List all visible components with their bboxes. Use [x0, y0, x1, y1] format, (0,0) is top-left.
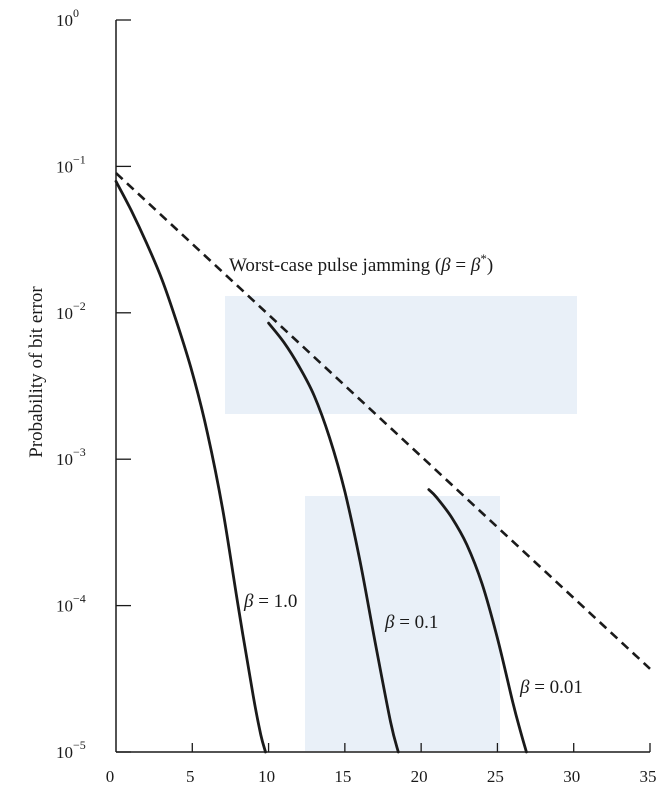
series-beta-1-0: [114, 180, 267, 754]
x-tick-label: 10: [258, 767, 275, 786]
y-tick-label: 10−2: [56, 299, 86, 323]
background-patch-upper: [225, 296, 577, 414]
series-beta-0-01: [427, 488, 528, 754]
y-tick-label: 10−5: [56, 738, 86, 762]
x-tick-label: 25: [487, 767, 504, 786]
label-worst-case: Worst-case pulse jamming (β = β*): [229, 251, 493, 276]
x-tick-label: 0: [106, 767, 115, 786]
label-beta-0-01: β = 0.01: [519, 677, 583, 698]
y-ticks: 100 10−1 10−2 10−3 10−4 10−5: [56, 6, 131, 762]
x-tick-label: 35: [640, 767, 657, 786]
y-tick-label: 10−1: [56, 152, 86, 176]
x-ticks: 0 5 10 15 20 25 30 35: [106, 743, 657, 786]
x-tick-label: 30: [563, 767, 580, 786]
x-tick-label: 15: [334, 767, 351, 786]
x-tick-label: 5: [186, 767, 195, 786]
axes: [115, 20, 650, 753]
y-axis-label: Probability of bit error: [26, 286, 47, 458]
y-tick-label: 10−3: [56, 445, 86, 469]
series-worst-case: [115, 172, 651, 670]
x-tick-label: 20: [411, 767, 428, 786]
series-beta-0-1: [267, 321, 400, 754]
label-beta-1-0: β = 1.0: [243, 591, 297, 612]
label-beta-0-1: β = 0.1: [384, 612, 438, 633]
y-tick-label: 100: [56, 6, 79, 30]
y-tick-label: 10−4: [56, 592, 86, 616]
background-patch-lower: [305, 496, 500, 751]
series-group: [114, 172, 651, 754]
